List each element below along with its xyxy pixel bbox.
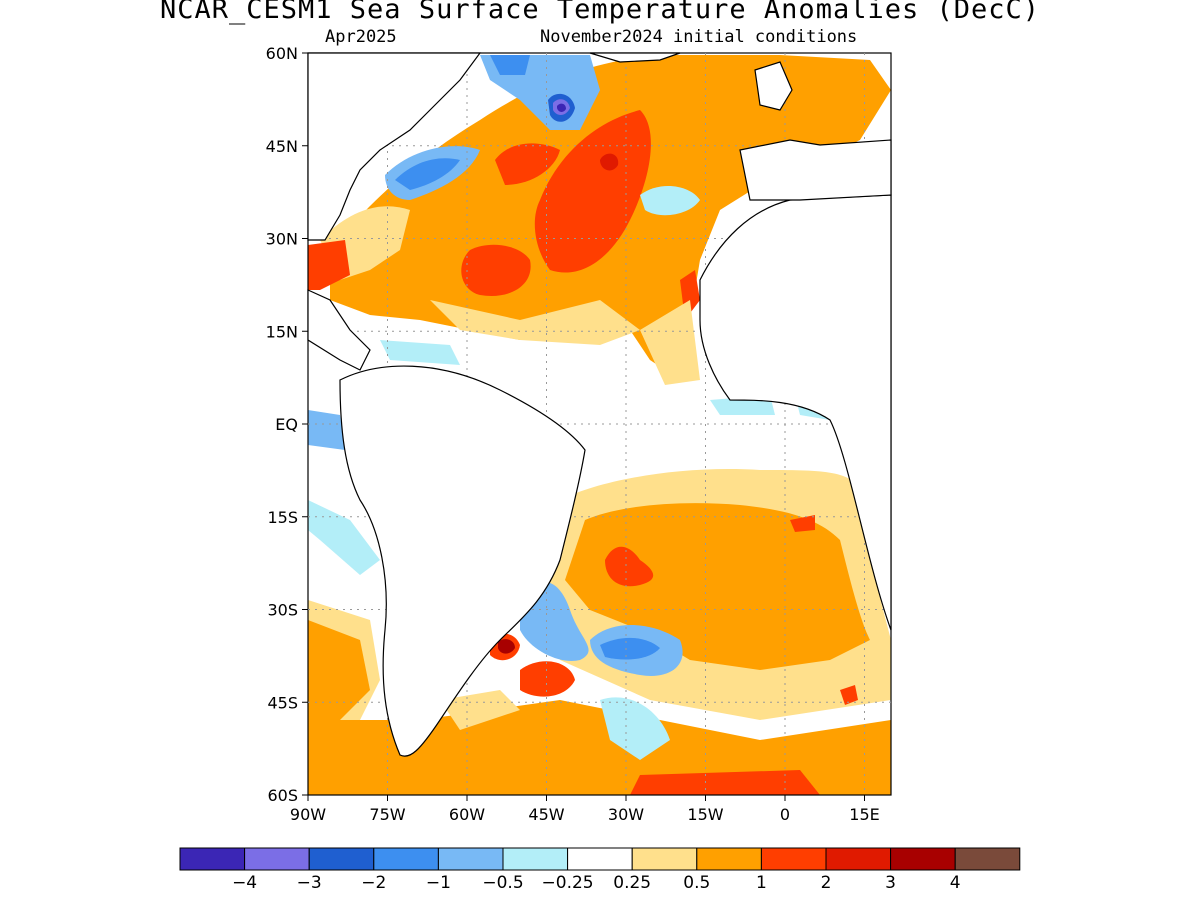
colorbar-label: 2	[821, 873, 832, 893]
british-isles-landmass	[754, 61, 793, 111]
south-america-landmass	[339, 365, 586, 757]
africa-landmass	[699, 194, 892, 631]
colorbar-label: −4	[232, 873, 257, 893]
forecast-month: Apr2025	[325, 27, 397, 47]
colorbar-swatch	[308, 847, 375, 871]
colorbar-swatch	[373, 847, 439, 871]
lon-label: 0	[780, 805, 790, 824]
colorbar-swatch	[437, 847, 504, 871]
colorbar-label: −0.5	[482, 873, 523, 893]
lon-label: 60W	[449, 805, 485, 824]
lat-label: EQ	[275, 415, 298, 434]
greenland-landmass	[589, 52, 681, 63]
colorbar-swatch	[244, 847, 310, 871]
lon-label: 15E	[849, 805, 879, 824]
chart-title: NCAR_CESM1 Sea Surface Temperature Anoma…	[159, 0, 1041, 25]
lat-label: 30N	[266, 230, 298, 249]
colorbar-swatch	[760, 847, 827, 871]
lat-label: 60N	[266, 44, 298, 63]
europe-landmass	[739, 139, 892, 201]
colorbar-label: −3	[297, 873, 322, 893]
colorbar: −4 −3 −2 −1 −0.5 −0.25 0.25 0.5 1 2 3 4	[179, 847, 1021, 893]
lat-label: 45N	[266, 137, 298, 156]
colorbar-label: 0.5	[683, 873, 710, 893]
lon-label: 45W	[528, 805, 564, 824]
colorbar-label: 4	[950, 873, 961, 893]
colorbar-swatch	[954, 847, 1021, 871]
lat-label: 30S	[267, 601, 298, 620]
colorbar-swatch	[696, 847, 762, 871]
colorbar-swatch	[567, 847, 633, 871]
central-america-landmass	[307, 289, 371, 371]
colorbar-swatch	[825, 847, 892, 871]
lat-label: 15N	[266, 322, 298, 341]
lat-label: 15S	[267, 508, 298, 527]
colorbar-label: 1	[756, 873, 767, 893]
colorbar-label: 3	[885, 873, 896, 893]
colorbar-label: −2	[361, 873, 386, 893]
colorbar-label: −0.25	[542, 873, 594, 893]
lat-label: 45S	[267, 693, 298, 712]
initial-conditions-label: November2024 initial conditions	[540, 27, 858, 47]
lon-label: 75W	[369, 805, 405, 824]
colorbar-swatch	[631, 847, 698, 871]
lon-label: 15W	[687, 805, 723, 824]
colorbar-label: −1	[426, 873, 451, 893]
colorbar-swatch	[890, 847, 956, 871]
lat-label: 60S	[267, 786, 298, 805]
colorbar-label: 0.25	[613, 873, 651, 893]
coastlines	[307, 52, 892, 757]
north-america-landmass	[307, 52, 482, 241]
colorbar-swatch	[179, 847, 246, 871]
lon-label: 90W	[290, 805, 326, 824]
colorbar-swatch	[502, 847, 569, 871]
lon-label: 30W	[608, 805, 644, 824]
